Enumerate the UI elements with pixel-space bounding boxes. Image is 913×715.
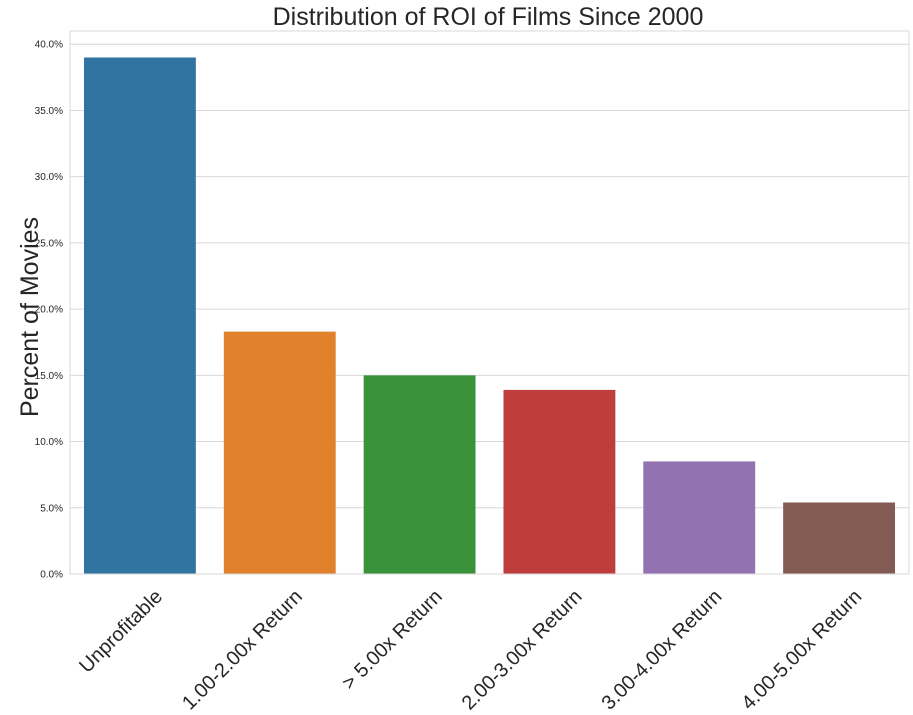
bar: [783, 502, 896, 574]
bar: [363, 375, 476, 574]
bar: [503, 389, 616, 574]
y-tick-label: 10.0%: [35, 437, 63, 448]
x-tick-label: 1.00-2.00x Return: [178, 586, 307, 715]
x-axis-ticks: Unprofitable 1.00-2.00x Return > 5.00x Ret…: [75, 586, 866, 715]
x-tick-label: 2.00-3.00x Return: [458, 586, 587, 715]
bars: [83, 57, 896, 575]
y-tick-label: 30.0%: [35, 172, 63, 183]
y-tick-label: 35.0%: [35, 106, 63, 117]
y-tick-label: 0.0%: [40, 570, 63, 581]
x-tick-label: > 5.00x Return: [338, 586, 447, 695]
x-tick-label: 3.00-4.00x Return: [598, 586, 727, 715]
y-tick-label: 40.0%: [35, 40, 63, 51]
y-tick-label: 20.0%: [35, 305, 63, 316]
bar: [223, 331, 336, 574]
plot-frame: [69, 30, 910, 575]
y-tick-label: 5.0%: [40, 503, 63, 514]
x-tick-label: Unprofitable: [75, 586, 167, 678]
chart-title: Distribution of ROI of Films Since 2000: [273, 3, 704, 31]
x-tick-label: 4.00-5.00x Return: [737, 586, 866, 715]
y-tick-label: 25.0%: [35, 238, 63, 249]
y-axis-label: Percent of Movies: [16, 217, 44, 417]
bar: [83, 57, 196, 575]
bar: [643, 461, 756, 574]
y-axis-ticks: 0.0% 5.0% 10.0% 15.0% 20.0% 25.0% 30.0% 35.0% 40…: [35, 40, 63, 581]
y-tick-label: 15.0%: [35, 371, 63, 382]
